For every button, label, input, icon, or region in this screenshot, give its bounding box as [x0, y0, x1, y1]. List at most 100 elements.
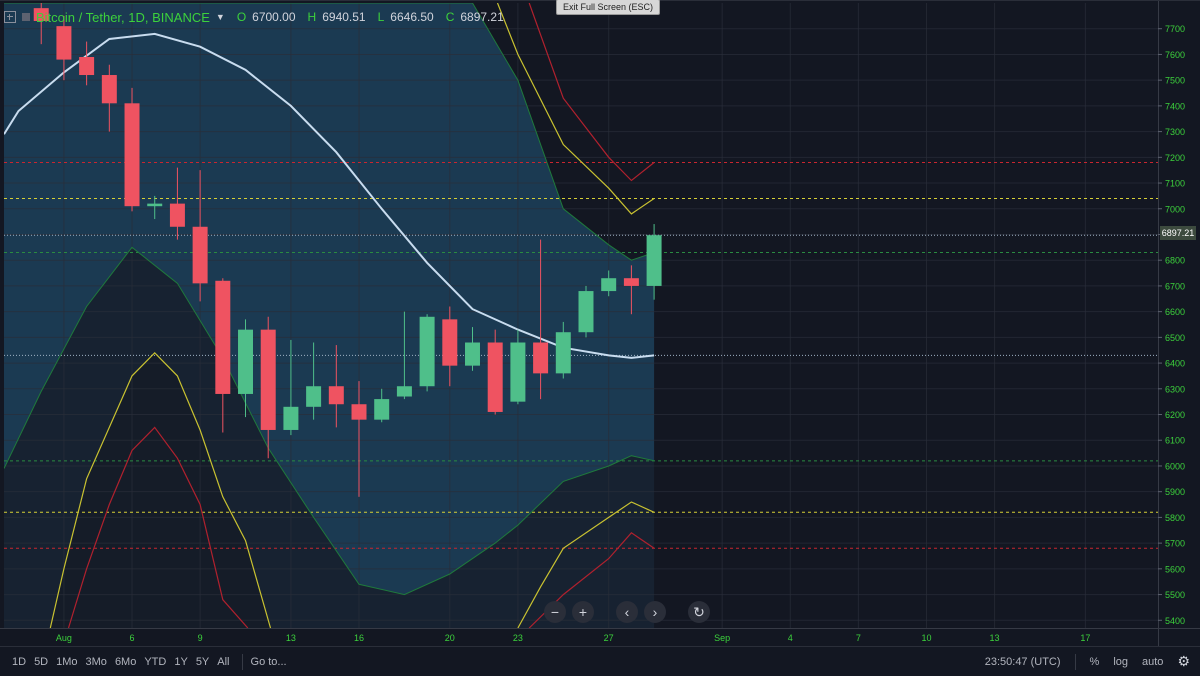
- bottom-toolbar: 1D 5D 1Mo 3Mo 6Mo YTD 1Y 5Y All Go to...…: [0, 646, 1200, 676]
- candle-up: [510, 342, 526, 402]
- low-label: L: [377, 10, 385, 24]
- zoom-out-button[interactable]: −: [544, 601, 566, 623]
- y-tick-label: 5900: [1165, 487, 1185, 497]
- candle-up: [396, 386, 412, 397]
- y-tick-label: 6200: [1165, 410, 1185, 420]
- x-tick-label: 27: [604, 633, 614, 643]
- y-tick-label: 7600: [1165, 50, 1185, 60]
- open-value: 6700.00: [252, 10, 296, 24]
- candle-up: [646, 235, 662, 286]
- percent-scale-toggle[interactable]: %: [1089, 655, 1100, 668]
- x-tick-label: 4: [788, 633, 793, 643]
- candle-down: [33, 8, 49, 22]
- candle-down: [533, 342, 549, 374]
- x-tick-label: 23: [513, 633, 523, 643]
- scroll-back-button[interactable]: ‹: [616, 601, 638, 623]
- candle-up: [238, 329, 254, 394]
- candle-up: [147, 203, 163, 207]
- green-band-upper: [4, 3, 655, 261]
- yellow-band-lower-right: [517, 501, 655, 628]
- x-tick-label: 10: [921, 633, 931, 643]
- y-tick-label: 5400: [1165, 616, 1185, 626]
- x-tick-label: 7: [856, 633, 861, 643]
- symbol-title[interactable]: Bitcoin / Tether, 1D, BINANCE: [36, 9, 210, 25]
- candle-down: [79, 57, 95, 76]
- range-1mo[interactable]: 1Mo: [56, 655, 78, 668]
- band-fill: [4, 3, 655, 595]
- y-tick-label: 5700: [1165, 539, 1185, 549]
- y-tick-label: 7700: [1165, 24, 1185, 34]
- candle-down: [351, 404, 367, 420]
- candle-up: [578, 291, 594, 333]
- range-3mo[interactable]: 3Mo: [85, 655, 107, 668]
- reset-chart-button[interactable]: ↻: [688, 601, 710, 623]
- candle-up: [306, 386, 322, 407]
- last-price-badge: 6897.21: [1160, 226, 1196, 240]
- y-tick-label: 7500: [1165, 76, 1185, 86]
- close-value: 6897.21: [460, 10, 504, 24]
- auto-scale-toggle[interactable]: auto: [1142, 655, 1164, 668]
- utc-clock[interactable]: 23:50:47 (UTC): [984, 655, 1061, 668]
- log-scale-toggle[interactable]: log: [1113, 655, 1129, 668]
- x-tick-label: 6: [130, 633, 135, 643]
- y-tick-label: 6700: [1165, 281, 1185, 291]
- goto-button[interactable]: Go to...: [250, 655, 287, 668]
- candle-down: [260, 329, 276, 430]
- x-tick-label: Sep: [714, 633, 730, 643]
- yellow-band-upper: [496, 3, 655, 215]
- range-5y[interactable]: 5Y: [195, 655, 210, 668]
- yellow-band-shade: [50, 352, 271, 628]
- y-tick-label: 6300: [1165, 384, 1185, 394]
- candle-up: [555, 332, 571, 374]
- x-tick-label: 17: [1080, 633, 1090, 643]
- candle-down: [56, 26, 72, 60]
- y-tick-label: 6100: [1165, 436, 1185, 446]
- open-label: O: [236, 10, 247, 24]
- range-5d[interactable]: 5D: [34, 655, 49, 668]
- candle-down: [215, 280, 231, 394]
- candle-down: [442, 319, 458, 366]
- gear-icon[interactable]: ⚙: [1177, 653, 1190, 669]
- zoom-in-button[interactable]: +: [572, 601, 594, 623]
- toolbar-divider: [241, 653, 243, 670]
- candle-up: [283, 406, 299, 430]
- x-tick-label: 16: [354, 633, 364, 643]
- range-ytd[interactable]: YTD: [144, 655, 167, 668]
- x-tick-label: 13: [286, 633, 296, 643]
- y-tick-label: 6000: [1165, 461, 1185, 471]
- range-all[interactable]: All: [217, 655, 230, 668]
- range-1y[interactable]: 1Y: [174, 655, 188, 668]
- green-band-lower: [4, 246, 655, 596]
- candle-up: [374, 399, 390, 420]
- y-tick-label: 5600: [1165, 564, 1185, 574]
- y-tick-label: 7200: [1165, 153, 1185, 163]
- candle-down: [328, 386, 344, 405]
- candle-down: [487, 342, 503, 412]
- candle-up: [601, 278, 617, 292]
- expand-icon[interactable]: [4, 11, 16, 23]
- range-1d[interactable]: 1D: [12, 655, 27, 668]
- y-tick-label: 6400: [1165, 359, 1185, 369]
- high-value: 6940.51: [322, 10, 366, 24]
- range-6mo[interactable]: 6Mo: [114, 655, 137, 668]
- scroll-forward-button[interactable]: ›: [644, 601, 666, 623]
- x-tick-label: Aug: [56, 633, 72, 643]
- candle-up: [465, 342, 480, 366]
- y-tick-label: 6500: [1165, 333, 1185, 343]
- candle-down: [169, 203, 185, 227]
- symbol-dropdown-icon[interactable]: ▼: [215, 12, 225, 22]
- symbol-visibility-icon[interactable]: [22, 13, 30, 21]
- y-tick-label: 7100: [1165, 179, 1185, 189]
- moving-average-line: [4, 32, 655, 359]
- exit-fullscreen-button[interactable]: Exit Full Screen (ESC): [556, 0, 661, 15]
- high-label: H: [307, 10, 317, 24]
- toolbar-divider: [1074, 653, 1076, 670]
- candle-down: [623, 278, 639, 286]
- y-tick-label: 5500: [1165, 590, 1185, 600]
- red-band-lower: [67, 426, 249, 628]
- chart-legend: Bitcoin / Tether, 1D, BINANCE ▼ O 6700.00…: [4, 8, 504, 26]
- candle-up: [419, 316, 435, 387]
- y-tick-label: 7000: [1165, 204, 1185, 214]
- x-tick-label: 13: [990, 633, 1000, 643]
